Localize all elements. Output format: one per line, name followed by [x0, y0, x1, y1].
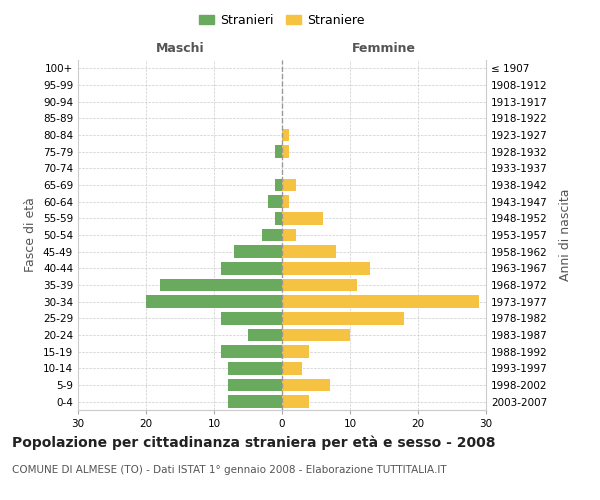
Bar [282, 312, 404, 324]
Y-axis label: Anni di nascita: Anni di nascita [559, 188, 572, 281]
Bar [282, 279, 357, 291]
Bar [282, 179, 296, 192]
Bar [282, 246, 337, 258]
Bar [282, 262, 370, 274]
Bar [268, 196, 282, 208]
Bar [221, 346, 282, 358]
Y-axis label: Fasce di età: Fasce di età [25, 198, 37, 272]
Bar [248, 329, 282, 341]
Bar [282, 296, 479, 308]
Bar [275, 212, 282, 224]
Bar [282, 146, 289, 158]
Legend: Stranieri, Straniere: Stranieri, Straniere [194, 8, 370, 32]
Bar [282, 212, 323, 224]
Bar [282, 379, 329, 391]
Text: Femmine: Femmine [352, 42, 416, 55]
Bar [262, 229, 282, 241]
Bar [227, 379, 282, 391]
Bar [275, 146, 282, 158]
Bar [221, 312, 282, 324]
Bar [146, 296, 282, 308]
Bar [282, 362, 302, 374]
Bar [282, 196, 289, 208]
Bar [282, 329, 350, 341]
Bar [275, 179, 282, 192]
Bar [235, 246, 282, 258]
Bar [282, 129, 289, 141]
Bar [227, 396, 282, 408]
Bar [282, 229, 296, 241]
Bar [160, 279, 282, 291]
Text: Popolazione per cittadinanza straniera per età e sesso - 2008: Popolazione per cittadinanza straniera p… [12, 435, 496, 450]
Text: Maschi: Maschi [155, 42, 205, 55]
Bar [282, 396, 309, 408]
Bar [227, 362, 282, 374]
Bar [221, 262, 282, 274]
Bar [282, 346, 309, 358]
Text: COMUNE DI ALMESE (TO) - Dati ISTAT 1° gennaio 2008 - Elaborazione TUTTITALIA.IT: COMUNE DI ALMESE (TO) - Dati ISTAT 1° ge… [12, 465, 446, 475]
